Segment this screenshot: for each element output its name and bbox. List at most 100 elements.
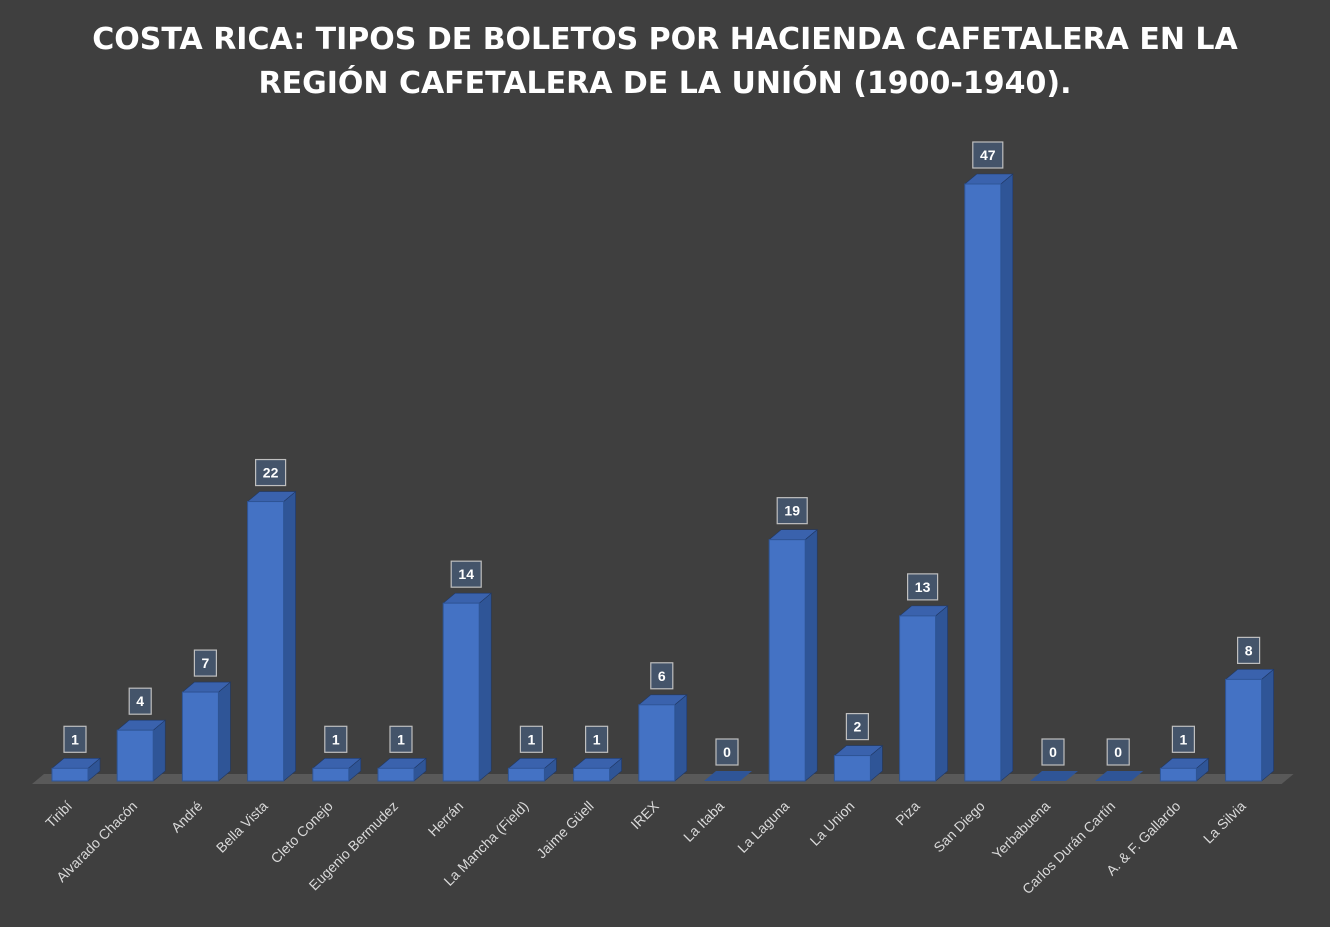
data-label-text: 0 [723, 744, 731, 760]
x-tick-label: Bella Vista [213, 798, 271, 856]
x-tick-label: Yerbabuena [989, 798, 1054, 863]
x-tick-label: Jaime Güell [533, 798, 597, 862]
data-label-box [63, 725, 87, 753]
bar-side [478, 592, 492, 782]
x-tick-label: La Silvia [1200, 798, 1249, 847]
data-label: 47 [972, 141, 1004, 169]
bar [833, 744, 884, 782]
data-label: 14 [450, 560, 482, 588]
data-label-box [906, 573, 939, 601]
data-label-text: 13 [915, 579, 931, 595]
data-label: 1 [519, 725, 544, 753]
data-label-text: 0 [1049, 744, 1057, 760]
data-label-box [519, 725, 544, 753]
bars [51, 173, 1275, 782]
bar-side [804, 529, 818, 782]
data-label-box [450, 560, 482, 588]
data-label: 4 [128, 687, 152, 715]
data-label-box [128, 687, 152, 715]
data-label-text: 4 [136, 693, 144, 709]
bar [768, 529, 819, 782]
chart-title-line-2: REGIÓN CAFETALERA DE LA UNIÓN (1900-1940… [258, 66, 1072, 101]
bar-front [638, 704, 676, 782]
data-label-box [193, 649, 217, 677]
bar [377, 757, 427, 782]
data-label-box [972, 141, 1004, 169]
data-label: 2 [845, 712, 870, 741]
x-tick-label: André [168, 798, 206, 836]
x-tick-label: Cleto Conejo [267, 798, 336, 867]
data-label-text: 1 [1180, 731, 1188, 747]
bar-front [442, 602, 480, 782]
bar [572, 757, 623, 782]
data-label: 8 [1236, 636, 1261, 664]
data-label-box [845, 712, 870, 741]
bar-side [152, 719, 166, 782]
data-label-box [650, 662, 674, 690]
data-label: 1 [1171, 725, 1196, 753]
data-label-box [715, 738, 739, 766]
bar-side [1000, 173, 1014, 782]
data-label-box [584, 725, 609, 753]
data-label: 1 [324, 725, 348, 753]
data-label-text: 7 [202, 655, 210, 671]
bar-front [573, 767, 611, 782]
data-label-text: 1 [397, 731, 405, 747]
data-label: 0 [715, 738, 739, 766]
bar [704, 771, 752, 781]
data-label-text: 1 [528, 731, 536, 747]
data-label-text: 22 [263, 465, 279, 481]
data-label: 19 [776, 497, 808, 525]
data-label-text: 0 [1114, 744, 1122, 760]
bar [51, 757, 101, 782]
bar-side [218, 681, 231, 782]
data-label-box [1106, 738, 1130, 766]
data-label-box [1236, 636, 1261, 664]
data-label-text: 1 [593, 731, 601, 747]
bar-side [1261, 668, 1274, 782]
bar-side [283, 490, 296, 782]
data-label-box [324, 725, 348, 753]
bar [1030, 771, 1078, 781]
bar-front [899, 615, 937, 782]
bar-front [377, 767, 415, 782]
bar [442, 592, 493, 782]
bar-front [247, 501, 285, 782]
data-label-text: 1 [71, 731, 79, 747]
x-tick-label: San Diego [930, 798, 988, 856]
data-label-text: 47 [980, 147, 996, 163]
bar [116, 719, 167, 782]
data-label-text: 19 [784, 503, 800, 519]
bar [1095, 771, 1144, 781]
data-label: 1 [63, 725, 87, 753]
data-label-text: 6 [658, 668, 666, 684]
data-label: 1 [389, 725, 413, 753]
x-tick-label: La Laguna [734, 798, 792, 856]
data-label: 13 [906, 573, 939, 601]
data-label-text: 1 [332, 731, 340, 747]
data-label-text: 8 [1245, 642, 1253, 658]
bar-front [507, 767, 545, 782]
bar [246, 490, 297, 782]
data-label: 0 [1041, 738, 1065, 766]
bar-top [1095, 771, 1144, 781]
bar-top [1030, 771, 1078, 781]
bar-front [964, 183, 1002, 782]
bar-front [181, 691, 219, 782]
data-label-text: 2 [854, 719, 862, 735]
data-label: 22 [255, 458, 287, 487]
bar-side [674, 694, 688, 782]
bar-top [704, 771, 752, 781]
x-tick-label: La Itaba [680, 798, 727, 845]
chart-title-line-1: COSTA RICA: TIPOS DE BOLETOS POR HACIEND… [92, 22, 1238, 57]
data-label-box [1171, 725, 1196, 753]
bar-front [833, 755, 871, 782]
bar [1224, 668, 1275, 782]
bar [637, 694, 688, 782]
data-label-text: 14 [458, 566, 474, 582]
bar [963, 173, 1014, 782]
bar-front [1225, 678, 1263, 782]
bar-side [935, 605, 948, 782]
